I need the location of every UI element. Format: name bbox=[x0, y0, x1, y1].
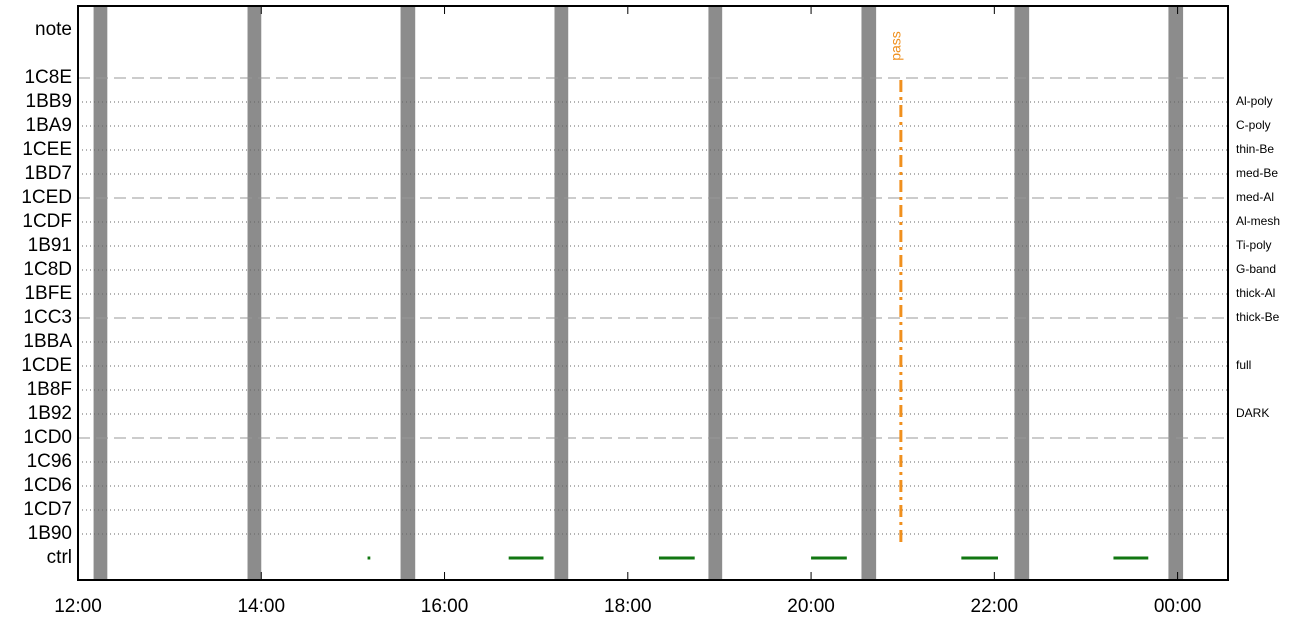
row-label: 1BBA bbox=[23, 331, 72, 352]
row-note: Ti-poly bbox=[1236, 238, 1272, 252]
row-note: G-band bbox=[1236, 262, 1276, 276]
row-label: 1B90 bbox=[28, 523, 72, 544]
row-label: 1BA9 bbox=[26, 115, 72, 136]
row-label: 1B92 bbox=[28, 403, 72, 424]
row-label: 1B91 bbox=[28, 235, 72, 256]
row-label: 1CDF bbox=[22, 211, 72, 232]
row-label: 1CD6 bbox=[23, 475, 72, 496]
row-note: DARK bbox=[1236, 406, 1269, 420]
row-label: 1CEE bbox=[22, 139, 72, 160]
row-label: 1CED bbox=[21, 187, 72, 208]
row-label: 1CDE bbox=[21, 355, 72, 376]
x-tick-label: 14:00 bbox=[237, 596, 285, 617]
pass-label: pass bbox=[888, 31, 904, 61]
outage-band bbox=[247, 6, 262, 580]
outage-band bbox=[93, 6, 108, 580]
x-tick-label: 18:00 bbox=[604, 596, 652, 617]
x-tick-label: 16:00 bbox=[421, 596, 469, 617]
outage-band bbox=[1168, 6, 1184, 580]
row-label: note bbox=[35, 19, 72, 40]
plot-frame bbox=[77, 5, 1229, 581]
ctrl-segment bbox=[1113, 556, 1149, 560]
row-label: 1CC3 bbox=[23, 307, 72, 328]
row-label: 1C96 bbox=[27, 451, 72, 472]
row-note: med-Al bbox=[1236, 190, 1274, 204]
x-tick-label: 20:00 bbox=[787, 596, 835, 617]
row-label: 1BD7 bbox=[24, 163, 72, 184]
row-note: Al-mesh bbox=[1236, 214, 1280, 228]
row-note: full bbox=[1236, 358, 1251, 372]
row-note: thick-Al bbox=[1236, 286, 1275, 300]
outage-band bbox=[554, 6, 569, 580]
row-label: 1BFE bbox=[24, 283, 72, 304]
ctrl-segment bbox=[961, 556, 998, 560]
row-label: 1CD0 bbox=[23, 427, 72, 448]
row-label: ctrl bbox=[47, 547, 72, 568]
row-note: thick-Be bbox=[1236, 310, 1280, 324]
row-note: thin-Be bbox=[1236, 142, 1274, 156]
row-note: Al-poly bbox=[1236, 94, 1273, 108]
ctrl-segment bbox=[508, 556, 544, 560]
row-label: 1BB9 bbox=[26, 91, 72, 112]
x-tick-label: 22:00 bbox=[971, 596, 1019, 617]
x-tick-label: 12:00 bbox=[54, 596, 102, 617]
row-label: 1B8F bbox=[27, 379, 72, 400]
ctrl-segment bbox=[367, 556, 371, 560]
outage-band bbox=[861, 6, 877, 580]
row-label: 1CD7 bbox=[23, 499, 72, 520]
x-tick-label: 00:00 bbox=[1154, 596, 1202, 617]
ctrl-segment bbox=[658, 556, 695, 560]
row-label: 1C8E bbox=[24, 67, 72, 88]
outage-band bbox=[400, 6, 416, 580]
outage-band bbox=[708, 6, 723, 580]
row-note: C-poly bbox=[1236, 118, 1271, 132]
outage-band bbox=[1014, 6, 1030, 580]
row-note: med-Be bbox=[1236, 166, 1278, 180]
ctrl-segment bbox=[811, 556, 847, 560]
row-label: 1C8D bbox=[23, 259, 72, 280]
